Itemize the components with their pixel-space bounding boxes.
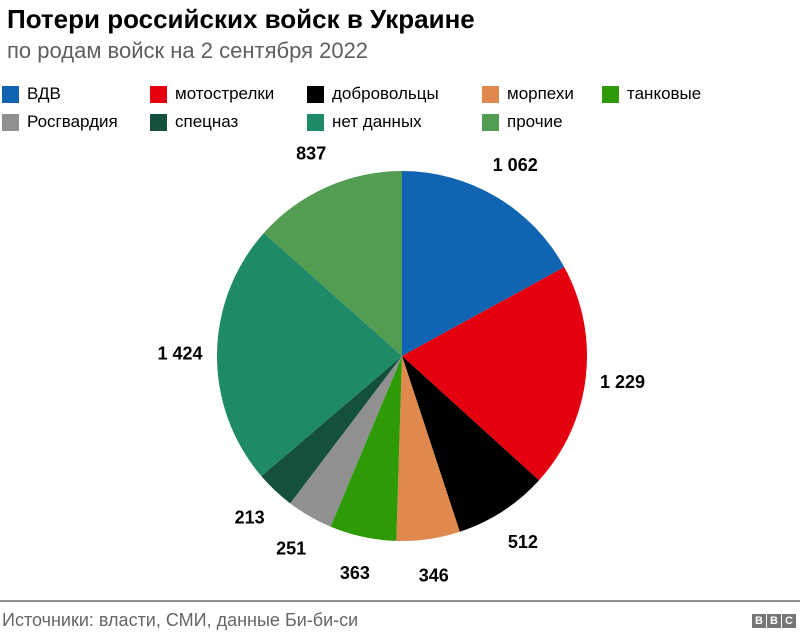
- slice-value-label-morpekhi: 346: [419, 566, 449, 586]
- legend-label-rosgvardia: Росгвардия: [27, 112, 118, 131]
- legend-item-tankovye: танковые: [602, 84, 800, 104]
- slice-value-label-rosgvardia: 251: [276, 538, 306, 558]
- pie-slice-tankovye: [330, 356, 402, 541]
- chart-subtitle: по родам войск на 2 сентября 2022: [7, 38, 369, 63]
- legend-swatch-tankovye: [602, 85, 619, 103]
- legend-item-rosgvardia: Росгвардия: [2, 112, 150, 132]
- slice-value-label-prochie: 837: [296, 143, 326, 163]
- legend-swatch-prochie: [482, 113, 499, 131]
- slice-value-label-dobrovolcy: 512: [508, 532, 538, 552]
- bbc-logo-letter: C: [782, 613, 796, 628]
- legend-swatch-morpekhi: [482, 85, 499, 103]
- legend-label-vdv: ВДВ: [27, 84, 61, 103]
- legend-item-motostrelki: мотострелки: [150, 84, 307, 104]
- legend-label-net-dannyh: нет данных: [332, 112, 422, 131]
- legend-swatch-vdv: [2, 85, 19, 103]
- slice-value-label-vdv: 1 062: [493, 155, 538, 175]
- pie-slice-specnaz: [261, 356, 402, 504]
- legend-label-tankovye: танковые: [627, 84, 702, 103]
- legend-swatch-rosgvardia: [2, 113, 19, 131]
- legend-swatch-motostrelki: [150, 85, 167, 103]
- legend-swatch-dobrovolcy: [307, 85, 324, 103]
- legend-label-motostrelki: мотострелки: [175, 84, 275, 103]
- legend-item-dobrovolcy: добровольцы: [307, 84, 482, 104]
- bbc-logo-letter: B: [767, 613, 781, 628]
- chart-header: Потери российских войск в Украине по род…: [7, 4, 793, 64]
- pie-slice-morpekhi: [396, 356, 460, 541]
- slice-value-label-specnaz: 213: [235, 507, 265, 527]
- legend-label-specnaz: спецназ: [175, 112, 239, 131]
- chart-title: Потери российских войск в Украине: [7, 4, 475, 34]
- bbc-logo-letter: B: [752, 613, 766, 628]
- slice-value-label-net-dannyh: 1 424: [157, 344, 202, 364]
- pie-slice-vdv: [402, 171, 565, 356]
- legend-item-specnaz: спецназ: [150, 112, 307, 132]
- pie-chart-svg: 1 062 1 229 512 346 363 251 213 1 424 837: [157, 143, 645, 586]
- pie-slice-motostrelki: [402, 267, 588, 481]
- legend-label-prochie: прочие: [507, 112, 563, 131]
- pie-slice-rosgvardia: [290, 356, 402, 527]
- pie-slice-net-dannyh: [217, 232, 402, 477]
- legend-item-prochie: прочие: [482, 112, 602, 132]
- pie-chart-area: 1 062 1 229 512 346 363 251 213 1 424 837: [0, 140, 800, 592]
- source-note: Источники: власти, СМИ, данные Би-би-си: [2, 610, 359, 630]
- legend-item-morpekhi: морпехи: [482, 84, 602, 104]
- pie-slice-prochie: [263, 171, 402, 356]
- legend-label-morpekhi: морпехи: [507, 84, 574, 103]
- legend-item-vdv: ВДВ: [2, 84, 150, 104]
- slice-value-label-tankovye: 363: [340, 563, 370, 583]
- legend-item-net-dannyh: нет данных: [307, 112, 482, 132]
- legend-swatch-specnaz: [150, 113, 167, 131]
- legend: ВДВ мотострелки добровольцы морпехи танковые…: [2, 84, 800, 132]
- slice-value-label-motostrelki: 1 229: [600, 372, 645, 392]
- pie-slice-dobrovolcy: [402, 356, 539, 532]
- chart-footer: Источники: власти, СМИ, данные Би-би-си …: [0, 600, 800, 631]
- legend-label-dobrovolcy: добровольцы: [332, 84, 439, 103]
- legend-swatch-net-dannyh: [307, 113, 324, 131]
